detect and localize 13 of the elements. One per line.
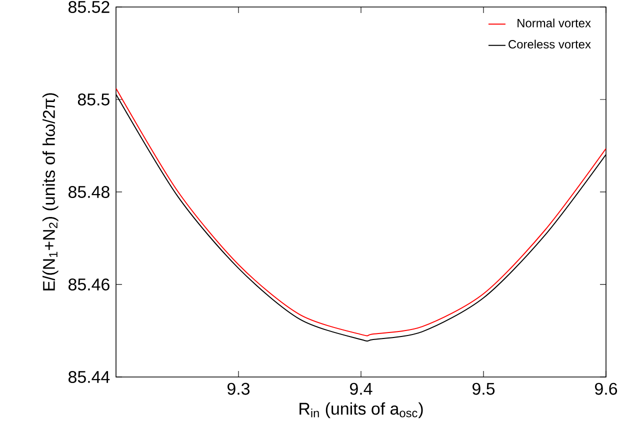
- y-tick-label: 85.46: [68, 278, 110, 290]
- x-axis-title: R$_{in}$ (units of a$_{osc}$): [300, 402, 423, 418]
- y-tick-label: 85.44: [68, 370, 110, 383]
- y-tick-label: 85.48: [68, 186, 110, 198]
- y-axis-title: E/(N$_{1}$+N$_{2}$) (units of hω/2π): [42, 93, 58, 290]
- x-tick-label: 9.6: [595, 382, 618, 395]
- x-tick-label: 9.3: [228, 382, 250, 395]
- legend-label: Normal vortex: [518, 18, 591, 28]
- x-tick-label: 9.5: [472, 382, 495, 395]
- y-tick-label: 85.52: [68, 0, 110, 13]
- x-tick-label: 9.4: [350, 382, 372, 395]
- y-tick-label: 85.5: [78, 93, 110, 106]
- legend-label: Coreless vortex: [508, 40, 591, 49]
